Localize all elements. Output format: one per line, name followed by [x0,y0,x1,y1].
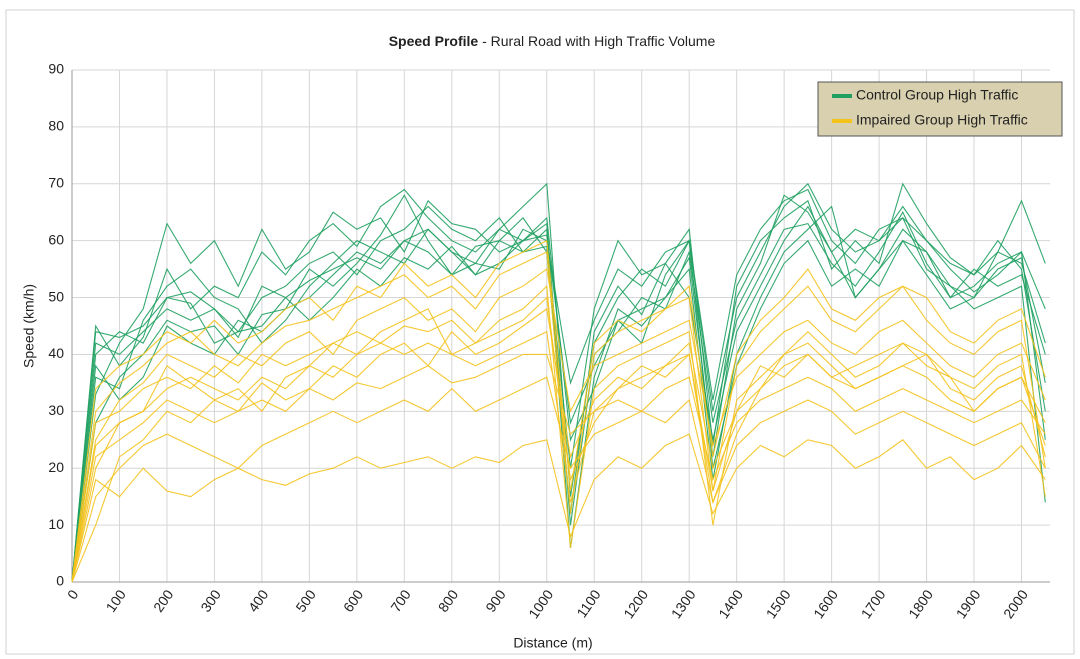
legend-label: Impaired Group High Traffic [856,112,1028,128]
y-tick-label: 70 [48,174,64,190]
legend: Control Group High Traffic Impaired Group… [817,81,1063,137]
y-tick-label: 50 [48,288,64,304]
series-line [71,376,1046,583]
y-tick-label: 30 [48,402,64,418]
y-tick-label: 80 [48,118,64,134]
y-tick-label: 10 [48,516,64,532]
subtitle: - Rural Road with High Traffic Volume [482,33,715,49]
series-line [71,216,1046,583]
series-line [71,188,1046,583]
series-line [71,251,1046,583]
series-line [71,353,1046,583]
x-axis-label: Distance (m) [513,635,592,651]
y-tick-label: 20 [48,459,64,475]
series-line [71,268,1046,583]
series-line [71,239,1046,583]
series-line [71,433,1046,583]
y-axis-label: Speed (km/h) [21,284,37,368]
series-line [71,205,1046,583]
series-line [71,330,1046,583]
title: Speed Profile [389,33,479,49]
y-tick-label: 60 [48,231,64,247]
legend-box [817,81,1063,137]
legend-label: Control Group High Traffic [856,87,1018,103]
y-tick-label: 40 [48,345,64,361]
chart-title: Speed Profile - Rural Road with High Tra… [389,33,716,49]
y-tick-label: 90 [48,61,64,77]
plot [71,182,1046,583]
series-line [71,211,1046,583]
y-tick-label: 0 [56,573,64,589]
